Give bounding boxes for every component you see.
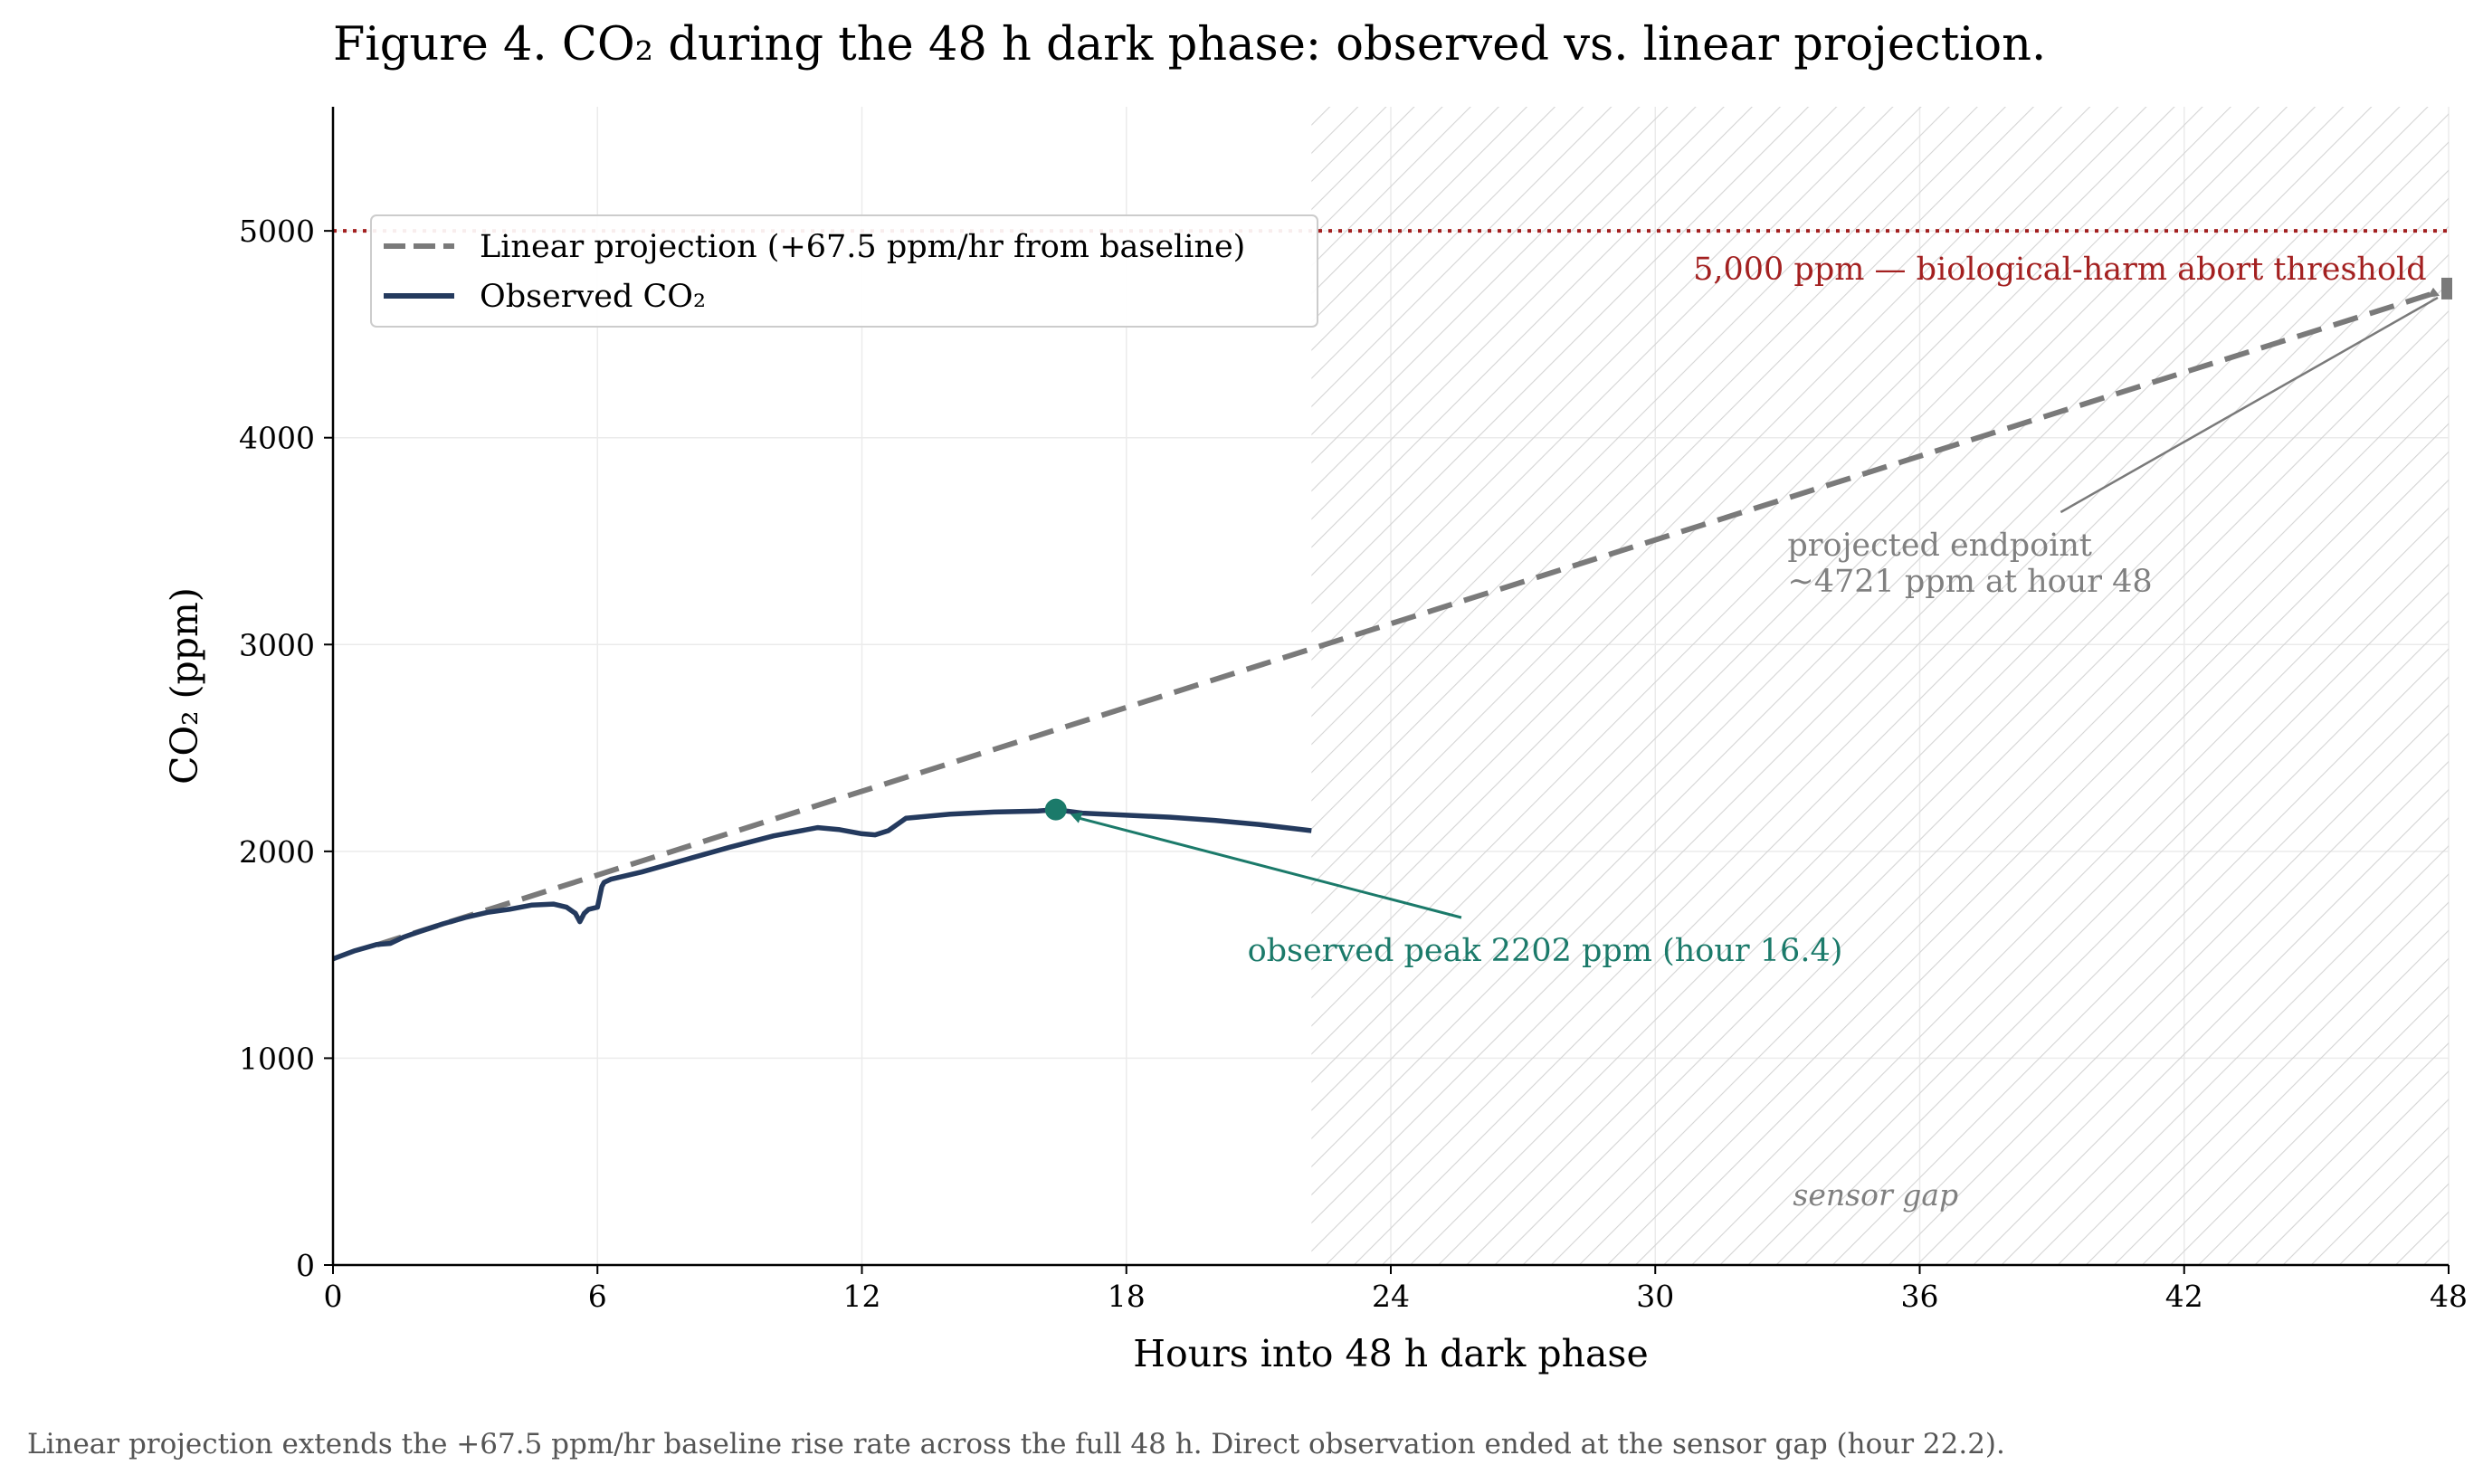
- y-tick-label: 1000: [239, 1041, 315, 1076]
- legend-frame: [370, 214, 1318, 328]
- endpoint-arrow-line: [2060, 296, 2439, 514]
- projection-series-line: [376, 286, 2449, 948]
- x-tick-label: 18: [1108, 1279, 1146, 1314]
- y-axis-label: CO₂ (ppm): [163, 587, 206, 785]
- annotations: 5,000 ppm — biological-harm abort thresh…: [1044, 252, 2452, 1213]
- chart-title: Figure 4. CO₂ during the 48 h dark phase…: [333, 18, 2046, 71]
- legend-projection-label: Linear projection (+67.5 ppm/hr from bas…: [480, 229, 1245, 265]
- legend: Linear projection (+67.5 ppm/hr from bas…: [370, 214, 1318, 328]
- peak-marker: [1044, 798, 1067, 821]
- endpoint-marker: [2441, 277, 2452, 300]
- x-tick-label: 0: [324, 1279, 343, 1314]
- endpoint-label-line1: projected endpoint: [1787, 528, 2092, 564]
- x-tick-label: 12: [843, 1279, 881, 1314]
- y-tick-label: 3000: [239, 627, 315, 662]
- y-tick-label: 4000: [239, 421, 315, 456]
- axes: 0 6 12 18 24 30 36 42 48 0 1000 2000 3000 4000 5000: [239, 107, 2468, 1314]
- x-tick-label: 30: [1636, 1279, 1674, 1314]
- sensor-gap-label: sensor gap: [1793, 1177, 1958, 1213]
- observed-series-line: [333, 806, 1312, 962]
- sensor-gap-region: [1311, 107, 2449, 1265]
- endpoint-arrow-head: [2427, 287, 2440, 298]
- y-tick-label: 2000: [239, 834, 315, 870]
- legend-observed-label: Observed CO₂: [480, 279, 706, 315]
- peak-arrow-line: [1073, 815, 1462, 919]
- threshold-label: 5,000 ppm — biological-harm abort thresh…: [1693, 252, 2427, 288]
- y-tick-label: 5000: [239, 214, 315, 249]
- x-axis-label: Hours into 48 h dark phase: [1133, 1332, 1648, 1375]
- figure-caption: Linear projection extends the +67.5 ppm/…: [27, 1428, 2005, 1460]
- peak-label: observed peak 2202 ppm (hour 16.4): [1248, 933, 1843, 969]
- peak-arrow-head: [1070, 812, 1083, 823]
- x-tick-label: 36: [1901, 1279, 1939, 1314]
- series-layer: [333, 229, 2449, 962]
- x-tick-label: 24: [1372, 1279, 1410, 1314]
- y-tick-label: 0: [296, 1248, 315, 1283]
- co2-line-chart: Figure 4. CO₂ during the 48 h dark phase…: [163, 18, 2468, 1375]
- x-tick-label: 48: [2430, 1279, 2468, 1314]
- x-tick-label: 6: [588, 1279, 607, 1314]
- x-tick-label: 42: [2165, 1279, 2203, 1314]
- endpoint-label-line2: ~4721 ppm at hour 48: [1787, 564, 2152, 600]
